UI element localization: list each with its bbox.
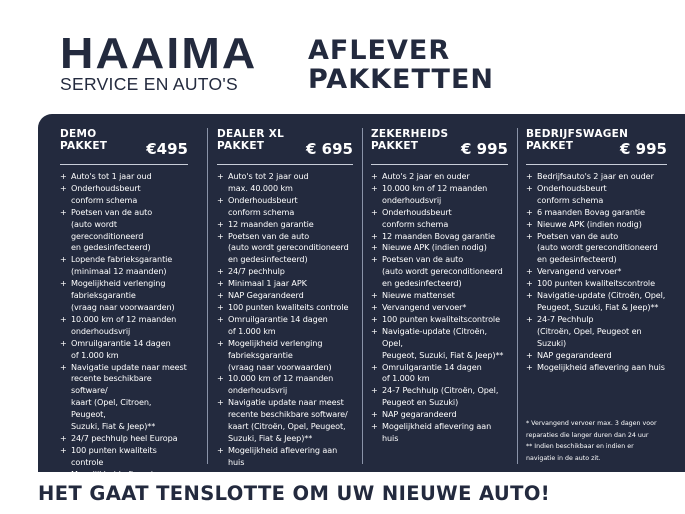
feature-item: Nieuwe mattenset [371, 290, 508, 302]
feature-list: Bedrijfsauto's 2 jaar en ouderOnderhouds… [526, 171, 667, 373]
feature-item: Omruilgarantie 14 dagen of 1.000 km [217, 314, 353, 338]
feature-item: 100 punten kwaliteits controle [217, 302, 353, 314]
feature-item: 12 maanden Bovag garantie [371, 231, 508, 243]
package-name: ZEKERHEIDS PAKKET [371, 128, 449, 152]
feature-item: Onderhoudsbeurt conform schema [60, 183, 188, 207]
feature-item: Auto's tot 1 jaar oud [60, 171, 188, 183]
feature-item: Vervangend vervoer* [526, 266, 667, 278]
package-bedrijfswagen: BEDRIJFSWAGEN PAKKET€ 995 Bedrijfsauto's… [517, 128, 667, 464]
feature-item: 24-7 Pechhulp (Citroën, Opel, Peugeot en… [371, 385, 508, 409]
footnotes: * Vervangend vervoer max. 3 dagen voor r… [526, 420, 657, 462]
feature-item: 24/7 pechhulp heel Europa [60, 433, 188, 445]
feature-item: Nieuwe APK (indien nodig) [526, 219, 667, 231]
feature-list: Auto's 2 jaar en ouder10.000 km of 12 ma… [371, 171, 508, 445]
feature-item: Mogelijkheid aflevering aan huis [217, 445, 353, 469]
feature-item: Mogelijkheid verlenging fabrieksgarantie… [60, 278, 188, 314]
feature-item: Onderhoudsbeurt conform schema [371, 207, 508, 231]
feature-item: 24/7 pechhulp [217, 266, 353, 278]
feature-item: 6 maanden Bovag garantie [526, 207, 667, 219]
feature-item: Omruilgarantie 14 dagen of 1.000 km [60, 338, 188, 362]
packages-panel: DEMO PAKKET€495 Auto's tot 1 jaar oudOnd… [38, 114, 685, 491]
divider [217, 164, 353, 165]
feature-item: Nieuwe APK (indien nodig) [371, 242, 508, 254]
feature-item: Poetsen van de auto (auto wordt gerecond… [60, 207, 188, 255]
feature-list: Auto's tot 1 jaar oudOnderhoudsbeurt con… [60, 171, 188, 492]
package-demo: DEMO PAKKET €495 Auto's tot 1 jaar oudOnd… [60, 128, 188, 491]
logo-tagline: SERVICE EN AUTO'S [60, 74, 238, 94]
package-dealer-xl: DEALER XL PAKKET € 695 Auto's tot 2 jaar … [207, 128, 353, 467]
feature-item: Onderhoudsbeurt conform schema [217, 195, 353, 219]
feature-item: Mogelijkheid aflevering aan huis [526, 362, 667, 374]
package-name: BEDRIJFSWAGEN PAKKET [526, 128, 629, 152]
page-title: AFLEVER PAKKETTEN [308, 35, 494, 95]
haaima-logo: HAAIMA SERVICE EN AUTO'S [60, 32, 255, 95]
feature-item: Auto's tot 2 jaar oud max. 40.000 km [217, 171, 353, 195]
feature-item: NAP gegarandeerd [526, 350, 667, 362]
feature-item: Mogelijkheid aflevering aan huis [60, 469, 188, 493]
divider [60, 164, 188, 165]
package-price: € 995 [620, 140, 667, 158]
feature-item: Auto's 2 jaar en ouder [371, 171, 508, 183]
package-price: €495 [146, 140, 188, 158]
feature-item: Mogelijkheid aflevering aan huis [371, 421, 508, 445]
feature-item: 100 punten kwaliteitscontrole [526, 278, 667, 290]
feature-item: Bedrijfsauto's 2 jaar en ouder [526, 171, 667, 183]
feature-item: NAP gegarandeerd [371, 409, 508, 421]
feature-item: Poetsen van de auto (auto wordt gerecond… [217, 231, 353, 267]
logo-name: HAAIMA [60, 29, 258, 78]
feature-item: Navigatie-update (Citroën, Opel, Peugeot… [371, 326, 508, 362]
feature-item: 12 maanden garantie [217, 219, 353, 231]
package-name: DEMO PAKKET [60, 128, 108, 152]
feature-list: Auto's tot 2 jaar oud max. 40.000 kmOnde… [217, 171, 353, 469]
feature-item: 100 punten kwaliteitscontrole [371, 314, 508, 326]
feature-item: 100 punten kwaliteits controle [60, 445, 188, 469]
feature-item: Navigatie update naar meest recente besc… [217, 397, 353, 445]
feature-item: Mogelijkheid verlenging fabrieksgarantie… [217, 338, 353, 374]
divider [526, 164, 667, 165]
feature-item: Poetsen van de auto (auto wordt gerecond… [371, 254, 508, 290]
feature-item: Vervangend vervoer* [371, 302, 508, 314]
package-price: € 695 [306, 140, 353, 158]
feature-item: 24-7 Pechhulp (Citroën, Opel, Peugeot en… [526, 314, 667, 350]
package-zekerheids: ZEKERHEIDS PAKKET € 995 Auto's 2 jaar en … [362, 128, 508, 464]
feature-item: Navigatie update naar meest recente besc… [60, 362, 188, 433]
feature-item: Lopende fabrieksgarantie (minimaal 12 ma… [60, 254, 188, 278]
feature-item: Onderhoudsbeurt conform schema [526, 183, 667, 207]
feature-item: 10.000 km of 12 maanden onderhoudsvrij [371, 183, 508, 207]
divider [371, 164, 508, 165]
feature-item: Omruilgarantie 14 dagen of 1.000 km [371, 362, 508, 386]
feature-item: Minimaal 1 jaar APK [217, 278, 353, 290]
feature-item: 10.000 km of 12 maanden onderhoudsvrij [217, 373, 353, 397]
slogan: HET GAAT TENSLOTTE OM UW NIEUWE AUTO! [38, 482, 551, 505]
feature-item: 10.000 km of 12 maanden onderhoudsvrij [60, 314, 188, 338]
feature-item: NAP Gegarandeerd [217, 290, 353, 302]
package-price: € 995 [461, 140, 508, 158]
feature-item: Poetsen van de auto (auto wordt gerecond… [526, 231, 667, 267]
feature-item: Navigatie-update (Citroën, Opel, Peugeot… [526, 290, 667, 314]
package-name: DEALER XL PAKKET [217, 128, 285, 152]
